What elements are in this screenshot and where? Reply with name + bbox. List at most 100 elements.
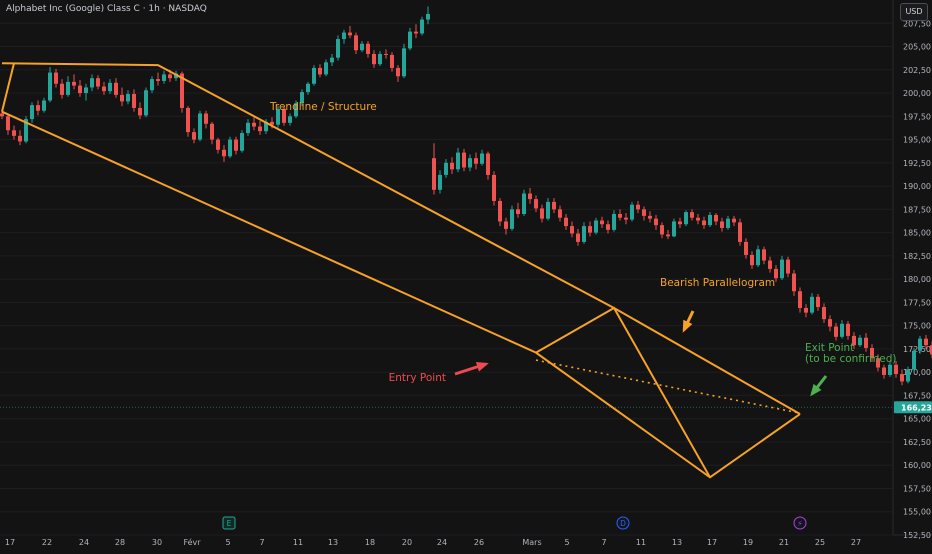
x-tick-label: 24: [79, 538, 89, 547]
candle-body: [6, 116, 10, 131]
y-tick-label: 172,50: [903, 345, 931, 354]
candle: [564, 214, 568, 230]
candle-body: [276, 108, 280, 125]
candle: [732, 215, 736, 227]
candle: [276, 106, 280, 128]
candle-body: [894, 364, 898, 375]
candle: [798, 287, 802, 313]
x-tick-label: 5: [564, 538, 569, 547]
candle-body: [132, 93, 136, 108]
y-tick-label: 177,50: [903, 298, 931, 307]
candle-body: [516, 209, 520, 214]
candle-body: [876, 358, 880, 368]
candle: [858, 334, 862, 348]
candle: [102, 81, 106, 95]
candle: [456, 147, 460, 173]
candle-body: [192, 132, 196, 140]
candle-body: [84, 87, 88, 94]
candle: [528, 187, 532, 204]
candle: [36, 100, 40, 116]
currency-button[interactable]: USD: [900, 3, 928, 21]
candle-body: [324, 62, 328, 75]
candle-body: [798, 291, 802, 308]
earnings-marker-box: [222, 516, 236, 530]
candle: [30, 102, 34, 123]
candle-body: [432, 158, 436, 190]
candle-body: [618, 214, 622, 218]
candle: [348, 26, 352, 39]
candle: [438, 170, 442, 194]
candle-body: [534, 199, 538, 209]
candle-body: [204, 113, 208, 124]
candle: [882, 364, 886, 379]
candle: [552, 198, 556, 214]
candle-body: [678, 221, 682, 225]
candle: [786, 256, 790, 278]
candle: [582, 222, 586, 244]
candle-body: [690, 212, 694, 218]
candle: [570, 221, 574, 238]
candle: [342, 29, 346, 44]
candle-body: [846, 323, 850, 336]
candle-body: [270, 121, 274, 125]
candle-body: [888, 364, 892, 375]
candle: [222, 145, 226, 162]
candle: [318, 64, 322, 78]
candle-body: [228, 139, 232, 157]
candle-body: [102, 86, 106, 92]
candle-body: [834, 326, 838, 337]
y-tick-label: 165,00: [903, 415, 931, 424]
candle-body: [906, 369, 910, 382]
candle-body: [636, 204, 640, 210]
candle-body: [756, 249, 760, 266]
candle-body: [330, 57, 334, 63]
candle: [468, 154, 472, 172]
y-tick-label: 152,50: [903, 531, 931, 540]
candle: [240, 130, 244, 153]
candle: [594, 217, 598, 235]
annotation-text: Entry Point: [389, 372, 446, 384]
event-marker: D: [616, 516, 630, 530]
candle-body: [780, 259, 784, 279]
candle: [336, 35, 340, 61]
candle-body: [144, 90, 148, 116]
candle: [576, 228, 580, 246]
event-marker-circle: [616, 516, 630, 530]
candle-body: [726, 218, 730, 228]
y-tick-label: 190,00: [903, 182, 931, 191]
candle: [726, 215, 730, 230]
candle-body: [426, 13, 430, 20]
candle: [792, 269, 796, 296]
candle: [804, 304, 808, 318]
candle-body: [24, 119, 28, 142]
candle: [816, 294, 820, 311]
candle: [756, 245, 760, 268]
x-tick-label: 5: [225, 538, 230, 547]
candle-body: [804, 307, 808, 313]
x-tick-label: Févr: [183, 537, 201, 547]
candle: [306, 81, 310, 95]
candle: [534, 195, 538, 213]
x-tick-label: Mars: [522, 538, 541, 547]
candle: [654, 214, 658, 230]
candle: [444, 159, 448, 178]
candle-body: [240, 133, 244, 151]
candle: [924, 334, 928, 349]
candle: [690, 209, 694, 221]
candle: [930, 341, 932, 359]
last-price-badge: [894, 401, 932, 414]
candle-body: [930, 345, 932, 355]
candle: [372, 50, 376, 68]
x-tick-label: 18: [365, 538, 375, 547]
candle-body: [36, 105, 40, 111]
candle-body: [648, 215, 652, 219]
candle-body: [294, 103, 298, 117]
last-price-label: 166,23: [901, 403, 932, 412]
x-tick-label: 17: [707, 538, 717, 547]
candle: [54, 68, 58, 88]
candle-body: [336, 39, 340, 58]
candle-body: [42, 100, 46, 111]
event-marker-label: ⚡: [797, 519, 802, 528]
